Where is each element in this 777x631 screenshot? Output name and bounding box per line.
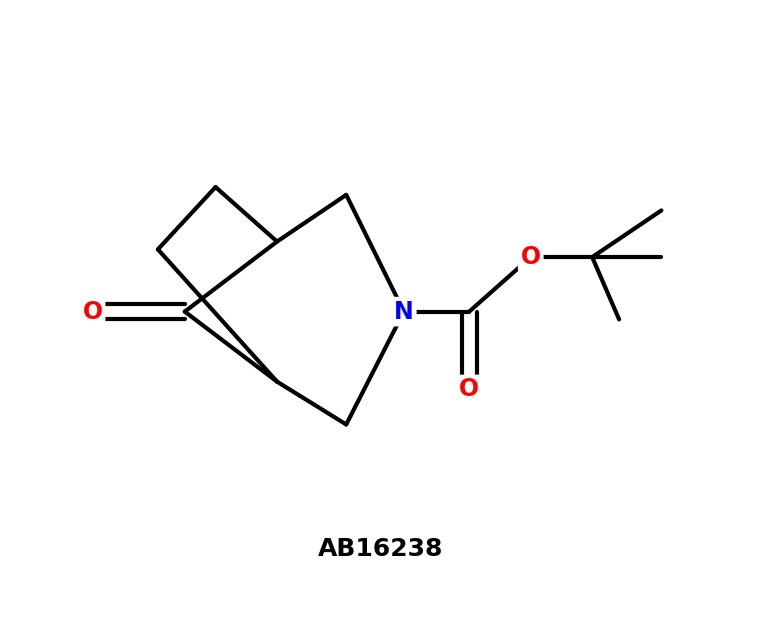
Text: AB16238: AB16238	[318, 537, 444, 561]
Text: O: O	[521, 245, 541, 269]
Text: O: O	[82, 300, 103, 324]
Text: N: N	[394, 300, 413, 324]
Text: O: O	[459, 377, 479, 401]
